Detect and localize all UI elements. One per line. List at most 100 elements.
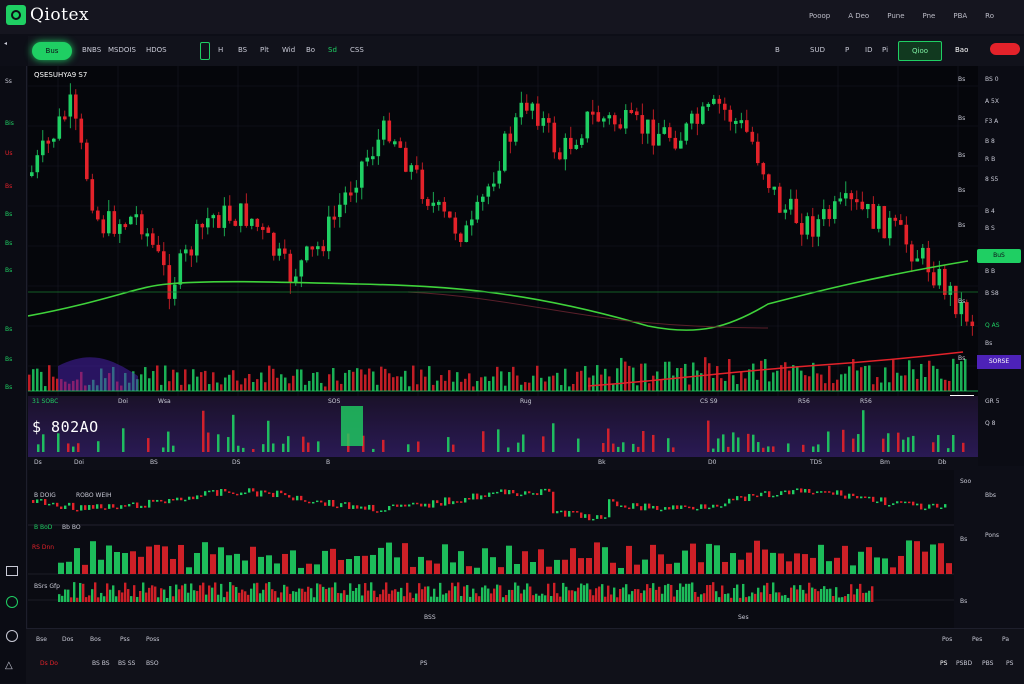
red-action-button[interactable]: [990, 43, 1020, 55]
volume-bar: [892, 359, 895, 391]
indicator-sub-panel[interactable]: [28, 396, 978, 458]
main-candlestick-chart[interactable]: [28, 66, 978, 396]
sidebar-item[interactable]: Bs: [5, 326, 13, 333]
top-nav-item[interactable]: Pne: [922, 12, 936, 20]
toolbar-item[interactable]: BNBS: [82, 46, 102, 54]
lower-header: ROBO WEIH: [76, 492, 112, 499]
settings-icon[interactable]: [6, 630, 18, 642]
toolbar-item[interactable]: Bo: [306, 46, 316, 54]
refresh-icon[interactable]: [6, 596, 18, 608]
volume-bar: [936, 368, 939, 391]
oscillator-candle: [64, 505, 67, 510]
sidebar-item[interactable]: Us: [5, 150, 13, 157]
histogram-bar: [811, 587, 814, 602]
arrow-up-icon[interactable]: △: [5, 660, 13, 671]
toolbar-extra[interactable]: Bao: [955, 46, 969, 54]
toolbar-item[interactable]: SUD: [810, 46, 825, 54]
volume-bar: [508, 372, 511, 391]
footer-item[interactable]: Bse: [36, 636, 47, 643]
toolbar-item[interactable]: Plt: [260, 46, 269, 54]
histogram-bar: [625, 584, 628, 602]
candle-body: [855, 199, 859, 203]
sidebar-item[interactable]: Bis: [5, 120, 14, 127]
footer-right-item[interactable]: Pos: [942, 636, 953, 643]
mode-pill-button[interactable]: Bus: [32, 42, 72, 60]
indicator-bar: [727, 446, 730, 452]
footer-item[interactable]: Ds Do: [40, 660, 58, 667]
footer-item[interactable]: Dos: [62, 636, 74, 643]
top-nav-item[interactable]: PBA: [953, 12, 968, 20]
oscillator-candle: [132, 502, 135, 505]
toolbar-item[interactable]: CSS: [350, 46, 364, 54]
sidebar-item[interactable]: Ss: [5, 78, 12, 85]
histogram-bar: [271, 589, 274, 602]
footer-item[interactable]: BS BS: [92, 660, 110, 667]
toolbar-item[interactable]: HDOS: [146, 46, 167, 54]
toolbar-item[interactable]: ID: [865, 46, 873, 54]
footer-right-item[interactable]: Pa: [1002, 636, 1010, 643]
footer-right-item[interactable]: PSBD: [956, 660, 973, 667]
oscillator-candle: [128, 503, 131, 507]
footer-right-item[interactable]: PS: [940, 660, 948, 667]
toolbar-item[interactable]: H: [218, 46, 224, 54]
oscillator-bar: [266, 555, 272, 574]
app-logo[interactable]: Qiotex: [6, 5, 89, 25]
top-nav-item[interactable]: Pune: [887, 12, 905, 20]
sidebar-item[interactable]: Bs: [5, 211, 13, 218]
volume-bar: [392, 377, 395, 391]
candle-body: [327, 216, 331, 252]
toolbar-item[interactable]: B: [775, 46, 780, 54]
histogram-bar: [685, 583, 688, 602]
candle-body: [943, 268, 947, 295]
volume-bar: [876, 377, 879, 391]
toolbar-item[interactable]: Pi: [882, 46, 889, 54]
oscillator-bar: [946, 563, 952, 574]
oscillator-candle: [752, 494, 755, 496]
layers-icon[interactable]: [6, 566, 18, 576]
oscillator-bar: [802, 554, 808, 574]
sidebar-item[interactable]: Bs: [5, 267, 13, 274]
candle-body: [783, 209, 788, 213]
oscillator-candle: [144, 505, 147, 508]
toolbar-item[interactable]: P: [845, 46, 850, 54]
sidebar-back-icon[interactable]: ◂: [4, 40, 8, 47]
footer-item[interactable]: PS: [420, 660, 428, 667]
oscillator-candle: [444, 497, 447, 506]
green-action-button[interactable]: Qioo: [898, 41, 942, 61]
footer-right-item[interactable]: PBS: [982, 660, 994, 667]
footer-item[interactable]: BSO: [146, 660, 159, 667]
sidebar-item[interactable]: Bs: [5, 240, 13, 247]
top-nav-item[interactable]: A Deo: [848, 12, 870, 20]
footer-right-item[interactable]: Pes: [972, 636, 983, 643]
top-nav-item[interactable]: Pooop: [808, 12, 831, 20]
toolbar-item[interactable]: Sd: [328, 46, 337, 54]
top-nav-item[interactable]: Ro: [985, 12, 994, 20]
volume-bar: [192, 369, 195, 391]
oscillator-candle: [880, 497, 883, 502]
volume-bar: [456, 372, 459, 391]
indicator-icon[interactable]: [200, 42, 210, 60]
toolbar-item[interactable]: BS: [238, 46, 248, 54]
oscillator-bar: [426, 560, 432, 574]
footer-item[interactable]: Ses: [738, 614, 749, 621]
oscillator-bar: [818, 544, 824, 574]
footer-item[interactable]: BS SS: [118, 660, 136, 667]
oscillator-candle: [116, 507, 119, 510]
footer-item[interactable]: Poss: [146, 636, 160, 643]
sidebar-item[interactable]: Bs: [5, 384, 13, 391]
footer-right-item[interactable]: PS: [1006, 660, 1014, 667]
volume-bar: [32, 369, 35, 391]
sidebar-item[interactable]: Bs: [5, 183, 13, 190]
toolbar-item[interactable]: MSDOIS: [108, 46, 136, 54]
candle-body: [145, 233, 150, 237]
lower-indicator-panels[interactable]: [28, 470, 954, 628]
toolbar-item[interactable]: Wid: [282, 46, 296, 54]
sidebar-item[interactable]: Bs: [5, 356, 13, 363]
footer-item[interactable]: Bos: [90, 636, 101, 643]
oscillator-candle: [280, 490, 283, 494]
footer-bar: [26, 628, 1024, 684]
volume-bar: [164, 365, 167, 391]
footer-item[interactable]: Pss: [120, 636, 130, 643]
volume-bar: [208, 384, 211, 391]
footer-item[interactable]: BSS: [424, 614, 436, 621]
